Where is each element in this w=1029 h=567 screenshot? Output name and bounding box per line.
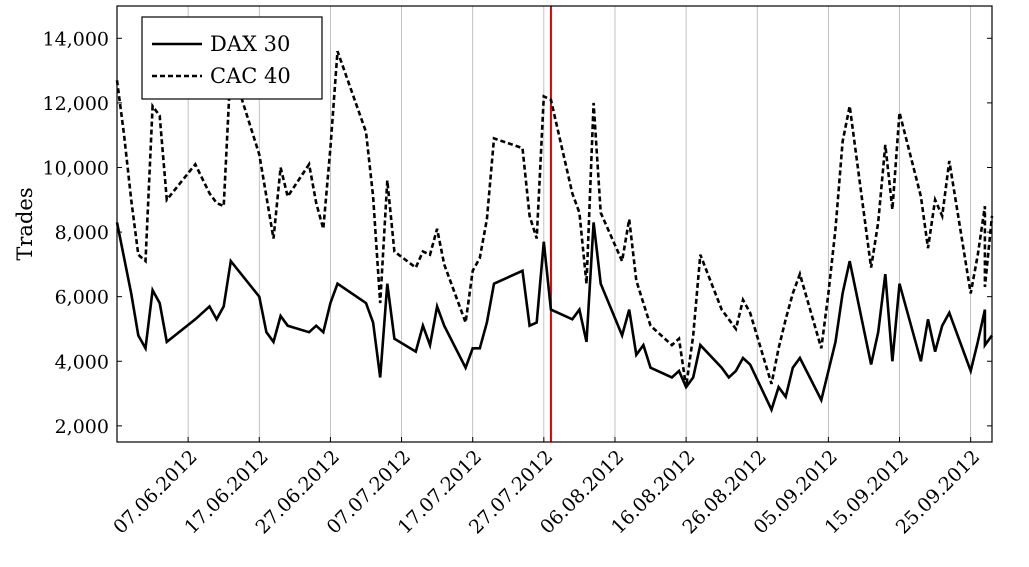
y-axis-label: Trades	[13, 187, 37, 260]
legend-box	[141, 16, 323, 100]
y-tick-label-1: 4,000	[55, 351, 109, 373]
x-axis-ticks: 07.06.201217.06.201227.06.201207.07.2012…	[109, 437, 984, 538]
series-line-dax	[115, 222, 994, 414]
y-tick-label-2: 6,000	[55, 287, 109, 309]
y-axis-ticks: 2,000 4,000 6,000 8,000 10,000 12,000 14,000	[43, 28, 992, 438]
plot-frame	[116, 5, 993, 443]
legend-label-cac: CAC 40	[210, 64, 291, 88]
legend: DAX 30 CAC 40	[141, 16, 323, 100]
y-tick-label-4: 10,000	[43, 157, 109, 179]
y-tick-label-3: 8,000	[55, 222, 109, 244]
legend-label-dax: DAX 30	[210, 32, 290, 56]
series-line-cac	[115, 50, 994, 388]
series-lines	[115, 50, 994, 414]
y-tick-label-0: 2,000	[55, 416, 109, 438]
y-tick-label-6: 14,000	[43, 28, 109, 50]
y-tick-label-5: 12,000	[43, 93, 109, 115]
